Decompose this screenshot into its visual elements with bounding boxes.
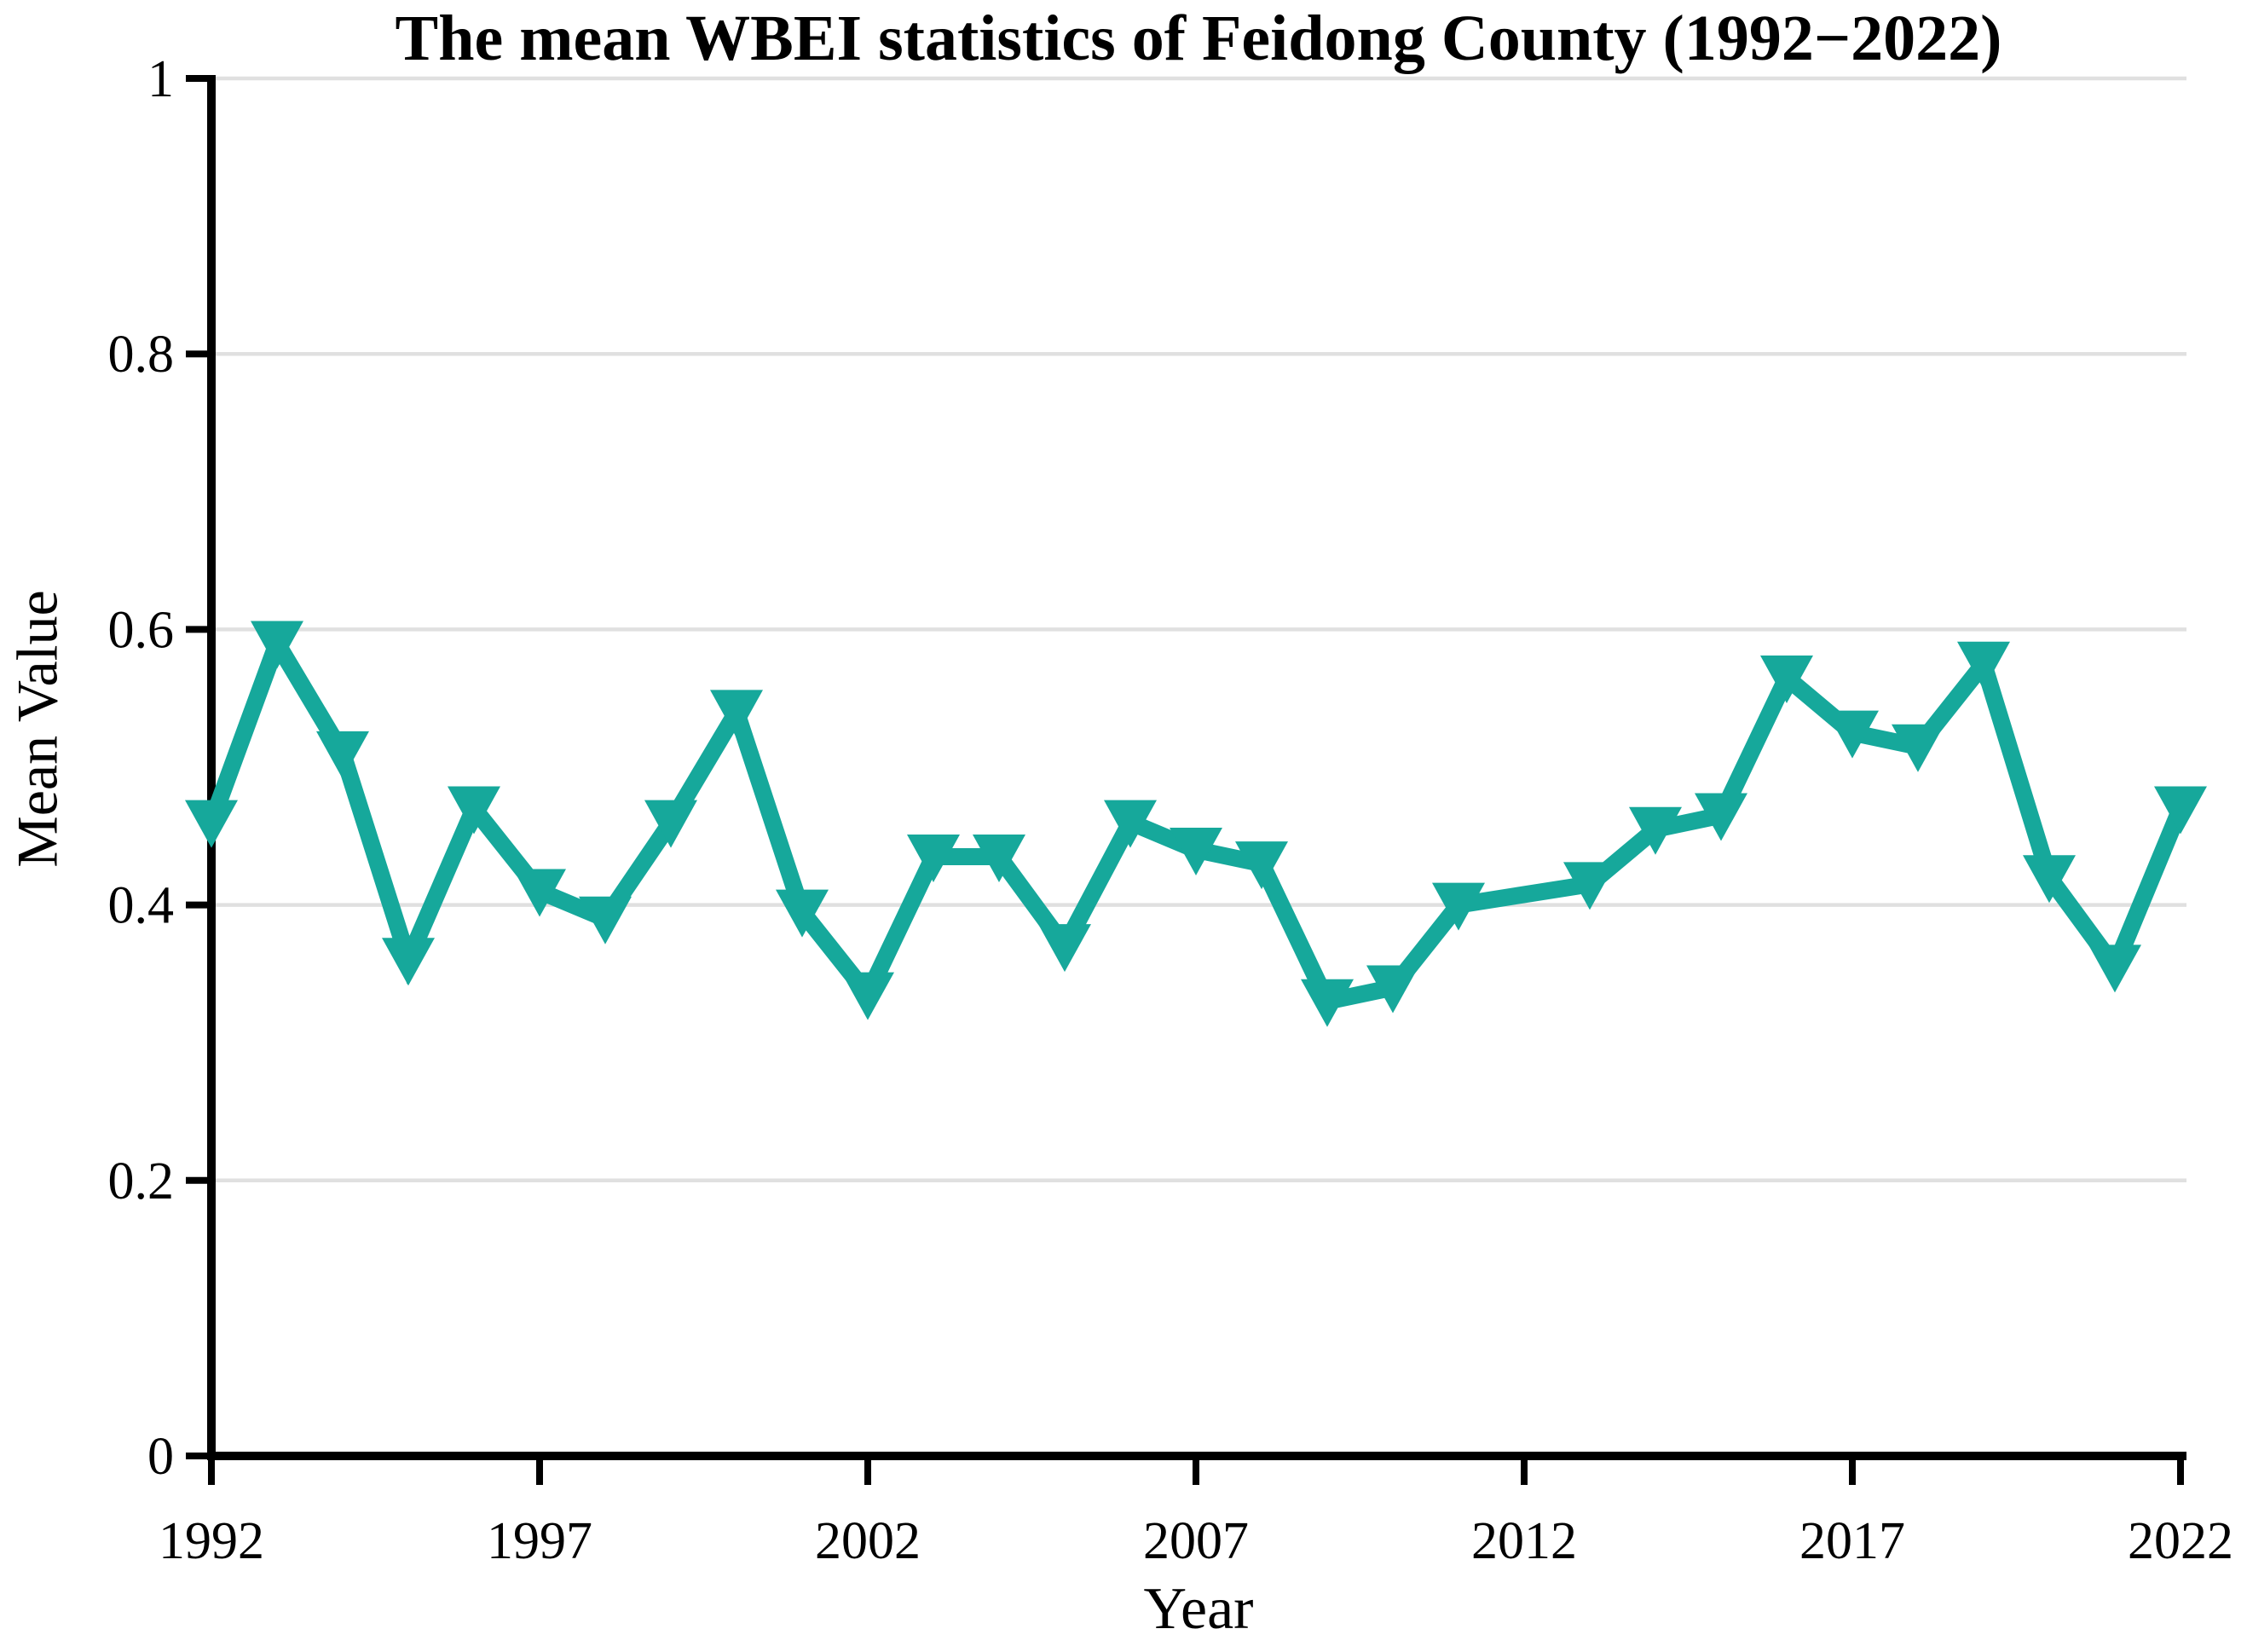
y-tick-label-0: 0 bbox=[147, 1428, 174, 1486]
y-tick-label-0.6: 0.6 bbox=[108, 601, 175, 659]
data-point-marker-2015 bbox=[1695, 793, 1747, 841]
data-point-marker-1998 bbox=[579, 896, 632, 944]
data-point-marker-1997 bbox=[513, 869, 566, 917]
data-point-marker-2019 bbox=[1957, 641, 2010, 690]
data-point-marker-2001 bbox=[776, 889, 829, 938]
x-tick-label-1992: 1992 bbox=[159, 1512, 264, 1570]
data-point-marker-2020 bbox=[2023, 855, 2076, 904]
data-point-marker-2018 bbox=[1892, 724, 1944, 772]
x-tick-label-2012: 2012 bbox=[1471, 1512, 1577, 1570]
data-point-marker-2022 bbox=[2154, 786, 2207, 835]
x-tick-label-2022: 2022 bbox=[2128, 1512, 2233, 1570]
x-tick-label-1997: 1997 bbox=[487, 1512, 592, 1570]
x-axis-label: Year bbox=[1143, 1576, 1254, 1642]
data-point-marker-2014 bbox=[1629, 806, 1682, 855]
y-tick-label-0.4: 0.4 bbox=[108, 877, 175, 935]
x-tick-label-2002: 2002 bbox=[815, 1512, 921, 1570]
data-point-marker-2002 bbox=[841, 972, 894, 1020]
data-point-marker-1993 bbox=[251, 621, 303, 669]
data-point-marker-2004 bbox=[973, 835, 1025, 883]
y-tick-label-0.2: 0.2 bbox=[108, 1152, 175, 1210]
data-point-marker-2011 bbox=[1432, 882, 1485, 931]
chart-title: The mean WBEI statistics of Feidong Coun… bbox=[395, 3, 2002, 74]
x-tick-label-2007: 2007 bbox=[1143, 1512, 1249, 1570]
data-point-marker-1994 bbox=[316, 731, 369, 779]
data-point-marker-1995 bbox=[382, 938, 435, 986]
data-point-marker-2007 bbox=[1170, 827, 1222, 875]
y-tick-label-0.8: 0.8 bbox=[108, 326, 175, 384]
data-point-marker-2016 bbox=[1760, 655, 1813, 703]
y-tick-label-1: 1 bbox=[147, 50, 174, 108]
x-tick-label-2017: 2017 bbox=[1799, 1512, 1905, 1570]
data-point-marker-2006 bbox=[1104, 800, 1157, 848]
data-point-marker-1999 bbox=[644, 800, 697, 848]
data-point-marker-2005 bbox=[1038, 924, 1091, 973]
data-point-marker-2010 bbox=[1366, 965, 1419, 1014]
data-point-marker-1992 bbox=[185, 800, 238, 848]
data-point-marker-2003 bbox=[907, 835, 960, 883]
data-point-marker-2021 bbox=[2088, 944, 2141, 993]
data-point-marker-2009 bbox=[1301, 979, 1354, 1027]
data-point-marker-2017 bbox=[1826, 710, 1879, 759]
data-point-marker-1996 bbox=[448, 786, 500, 835]
data-point-marker-2013 bbox=[1563, 862, 1616, 910]
data-point-marker-2008 bbox=[1235, 841, 1288, 890]
data-point-marker-2000 bbox=[710, 690, 763, 738]
series-line bbox=[203, 623, 2189, 1012]
